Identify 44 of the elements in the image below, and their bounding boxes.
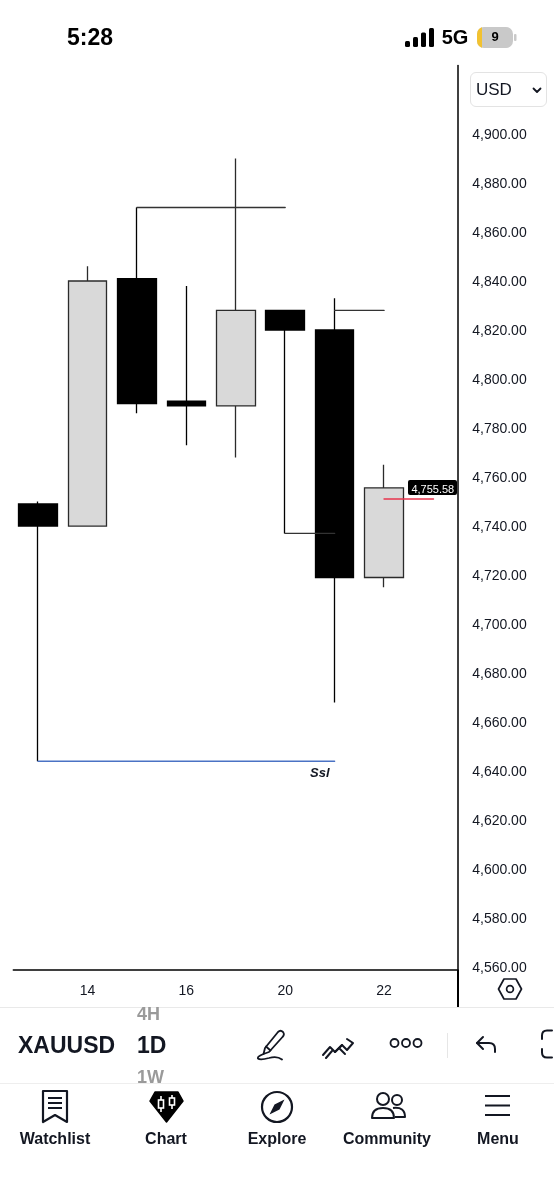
y-tick-label: 4,800.00 (472, 371, 527, 388)
text: 5G (441, 25, 469, 49)
x-tick-label: 16 (178, 981, 195, 998)
y-tick-label: 4,880.00 (472, 175, 527, 192)
x-tick-label: 20 (277, 981, 294, 998)
text: 5:28 (66, 23, 114, 51)
candlestick (166, 285, 207, 446)
y-tick-label: 4,900.00 (472, 126, 527, 142)
y-tick-label: 4,560.00 (472, 959, 527, 976)
text: Chart (145, 1129, 187, 1149)
y-tick-label: 4,840.00 (472, 273, 527, 290)
y-tick-label: 4,820.00 (472, 322, 527, 339)
y-tick-label: 4,660.00 (472, 714, 527, 731)
y-tick-label: 4,700.00 (472, 616, 527, 633)
y-tick-label: 4,780.00 (472, 420, 527, 437)
candlestick (314, 297, 355, 704)
y-tick-label: 4,740.00 (472, 518, 527, 535)
text: XAUUSD (18, 1031, 116, 1059)
candlestick (363, 464, 405, 588)
y-tick-label: 4,640.00 (472, 763, 527, 780)
y-tick-label: 4,680.00 (472, 665, 527, 682)
y-tick-label: 4,760.00 (472, 469, 527, 486)
y-tick-label: 4,580.00 (472, 910, 527, 927)
text: 4H (137, 1003, 161, 1025)
candlestick (116, 206, 158, 414)
y-axis-title: USD (476, 80, 512, 100)
text: Explore (247, 1129, 307, 1149)
text: Watchlist (19, 1129, 91, 1149)
y-tick-label: 4,620.00 (472, 812, 527, 829)
series-label: Ssl (310, 765, 330, 781)
y-tick-label: 4,720.00 (472, 567, 527, 584)
text: Community (343, 1129, 431, 1149)
candlestick (17, 500, 59, 762)
text: Menu (477, 1129, 519, 1149)
y-tick-label: 4,600.00 (472, 861, 527, 878)
text: 9 (491, 28, 499, 45)
price-tag: 4,755.58 (408, 480, 458, 496)
y-tick-label: 4,860.00 (472, 224, 527, 241)
x-tick-label: 22 (376, 981, 393, 998)
x-tick-label: 14 (79, 981, 96, 998)
candlestick (264, 309, 306, 535)
candlestick (67, 265, 108, 527)
text: 1W (137, 1066, 164, 1088)
text: 1D (137, 1031, 167, 1059)
